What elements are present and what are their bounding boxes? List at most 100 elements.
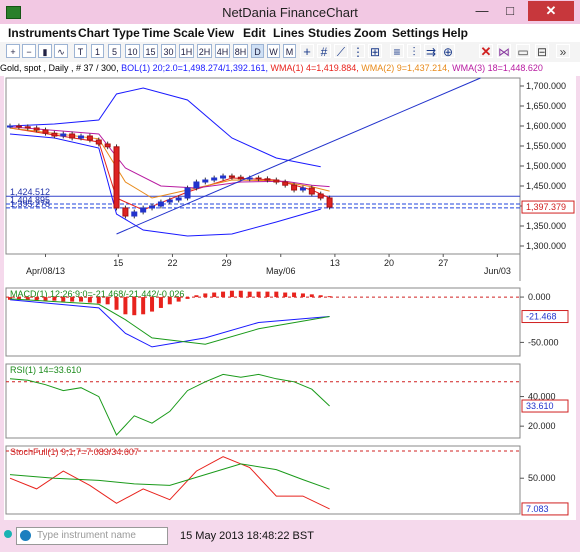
menu-time-scale[interactable]: Time Scale [142, 26, 205, 40]
indicator-last-label: -21.468 [526, 312, 557, 322]
menu-studies[interactable]: Studies [308, 26, 352, 40]
close-icon[interactable]: ✕ [479, 44, 493, 59]
bollinger-info: BOL(1) 20;2.0=1,498.274/1,392.161, [121, 63, 268, 73]
close-window-button[interactable]: ✕ [528, 1, 574, 21]
layout-icon[interactable]: ⊟ [535, 44, 549, 59]
hash-icon[interactable]: # [317, 44, 331, 59]
macd-histogram-bar [292, 292, 297, 298]
menu-zoom[interactable]: Zoom [354, 26, 387, 40]
x-tick-label: Jun/03 [484, 266, 511, 276]
search-placeholder: Type instrument name [37, 530, 136, 541]
timeframe-8h-button[interactable]: 8H [233, 44, 248, 58]
vertical-line-icon[interactable]: ⋮ [351, 44, 365, 59]
candle-body [7, 125, 13, 128]
timeframe-2h-button[interactable]: 2H [197, 44, 212, 58]
zoom-out-icon[interactable]: − [22, 44, 36, 58]
menu-chart-type[interactable]: Chart Type [78, 26, 140, 40]
macd-histogram-bar [61, 297, 66, 302]
menu-edit[interactable]: Edit [243, 26, 266, 40]
timeframe-15-button[interactable]: 15 [143, 44, 158, 58]
chart-svg[interactable]: 1,700.000 1,650.000 1,600.000 1,550.000 1,50… [4, 76, 576, 520]
candle-body [24, 126, 31, 129]
candle-body [291, 184, 298, 191]
macd-histogram-bar [70, 297, 75, 302]
timeframe-1-button[interactable]: 1 [91, 44, 104, 58]
menu-help[interactable]: Help [442, 26, 469, 40]
instrument-info: Gold, spot , Daily , # 37 / 300, [0, 63, 119, 73]
app-logo-icon [6, 6, 21, 19]
timeframe-1h-button[interactable]: 1H [179, 44, 194, 58]
timeframe-m-button[interactable]: M [283, 44, 296, 58]
y-tick-label: 1,600.000 [526, 121, 566, 131]
candle-body [140, 207, 147, 213]
price-level-label: 1,395.278 [10, 199, 50, 209]
indicator-last-label: 33.610 [526, 401, 554, 411]
candle-chart-icon[interactable]: ▮ [38, 44, 52, 58]
indicator-panel-frame [5, 363, 521, 439]
timeframe-5-button[interactable]: 5 [108, 44, 121, 58]
chart-area[interactable]: 1,700.000 1,650.000 1,600.000 1,550.000 1,50… [4, 76, 576, 520]
crosshair-icon[interactable]: + [300, 44, 314, 59]
candle-body [255, 177, 262, 180]
indicator-y-label: -50.000 [528, 337, 559, 347]
indicator-y-label: 0.000 [528, 292, 551, 302]
ruler-icon[interactable]: ⊞ [368, 44, 382, 59]
indicator-y-label: 20.000 [528, 421, 556, 431]
timeframe-w-button[interactable]: W [267, 44, 280, 58]
zoom-in-icon[interactable]: + [6, 44, 20, 58]
indicator-y-label: 50.000 [528, 473, 556, 483]
window-title: NetDania FinanceChart [222, 5, 358, 20]
timeframe-t-button[interactable]: T [74, 44, 87, 58]
fibonacci-icon[interactable]: ≡ [390, 44, 404, 59]
y-tick-label: 1,300.000 [526, 241, 566, 251]
x-tick-label: Apr/08/13 [26, 266, 65, 276]
macd-histogram-bar [203, 293, 208, 298]
maximize-button[interactable]: □ [506, 3, 514, 18]
indicator-panel-frame [5, 445, 521, 515]
candle-body [131, 211, 138, 217]
channel-icon[interactable]: ⇉ [424, 44, 438, 59]
macd-histogram-bar [283, 292, 288, 298]
printer-icon[interactable]: ▭ [516, 44, 530, 59]
line-chart-icon[interactable]: ∿ [54, 44, 68, 58]
timeframe-4h-button[interactable]: 4H [215, 44, 230, 58]
timeframe-d-button[interactable]: D [251, 44, 264, 58]
candle-body [202, 179, 209, 183]
delete-icon[interactable]: ⋈ [497, 44, 511, 59]
instrument-search-input[interactable]: Type instrument name [16, 527, 168, 545]
candle-body [149, 205, 156, 209]
candle-body [326, 197, 333, 208]
trend-line [116, 77, 481, 235]
fan-icon[interactable]: ⫶ [407, 44, 421, 59]
menu-view[interactable]: View [207, 26, 235, 40]
timeframe-30-button[interactable]: 30 [161, 44, 176, 58]
macd-histogram-bar [194, 295, 199, 298]
macd-histogram-bar [87, 297, 92, 303]
wma2-info: WMA(2) 9=1,437.214, [361, 63, 450, 73]
macd-histogram-bar [229, 290, 234, 298]
wma1-info: WMA(1) 4=1,419.884, [270, 63, 359, 73]
macd-histogram-bar [167, 297, 172, 305]
series-line-2 [9, 133, 321, 237]
menu-instruments[interactable]: Instruments [8, 26, 77, 40]
macd-histogram-bar [212, 292, 217, 298]
last-price-label: 1,397.379 [526, 202, 566, 212]
menu-settings[interactable]: Settings [392, 26, 440, 40]
macd-histogram-bar [176, 297, 181, 302]
timeframe-10-button[interactable]: 10 [125, 44, 140, 58]
more-icon[interactable]: » [556, 44, 570, 59]
candle-body [264, 178, 271, 181]
macd-histogram-bar [34, 297, 39, 301]
macd-histogram-bar [221, 291, 226, 298]
macd-histogram-bar [43, 297, 48, 301]
minimize-button[interactable]: — [475, 3, 489, 18]
y-tick-label: 1,650.000 [526, 101, 566, 111]
gann-icon[interactable]: ⊕ [441, 44, 455, 59]
candle-body [78, 135, 85, 139]
macd-histogram-bar [52, 297, 57, 301]
menu-lines[interactable]: Lines [273, 26, 305, 40]
y-tick-label: 1,700.000 [526, 81, 566, 91]
diagonal-line-icon[interactable]: ⟋ [334, 44, 348, 59]
price-panel-frame [5, 77, 521, 255]
indicator-panel-frame [5, 287, 521, 357]
